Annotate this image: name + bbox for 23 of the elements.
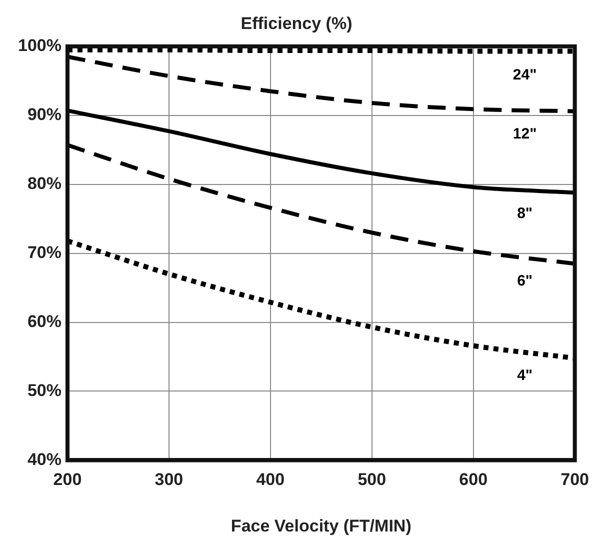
series-label: 4"	[517, 367, 533, 384]
y-tick-label: 40%	[27, 450, 62, 469]
x-tick-label: 600	[459, 470, 488, 490]
chart-title: Efficiency (%)	[240, 14, 352, 33]
x-tick-label: 300	[154, 470, 184, 490]
y-tick-label: 90%	[27, 105, 62, 124]
line-series	[67, 54, 575, 114]
y-tick-label: 100%	[18, 36, 62, 56]
y-tick-label: 60%	[27, 312, 62, 331]
series-label: 24"	[512, 66, 537, 84]
line-series	[67, 143, 575, 266]
line-series	[67, 108, 575, 195]
x-tick-label: 700	[560, 470, 590, 490]
x-tick-label: 200	[53, 470, 82, 490]
y-tick-label: 70%	[27, 242, 62, 262]
x-tick-label: 400	[256, 470, 285, 490]
series-label: 6"	[517, 272, 533, 290]
series-label: 8"	[517, 205, 533, 222]
series-label: 12"	[512, 125, 537, 142]
x-tick-label: 500	[358, 470, 386, 490]
y-tick-label: 80%	[27, 174, 62, 194]
y-tick-label: 50%	[27, 380, 62, 400]
x-axis-title: Face Velocity (FT/MIN)	[230, 516, 412, 536]
